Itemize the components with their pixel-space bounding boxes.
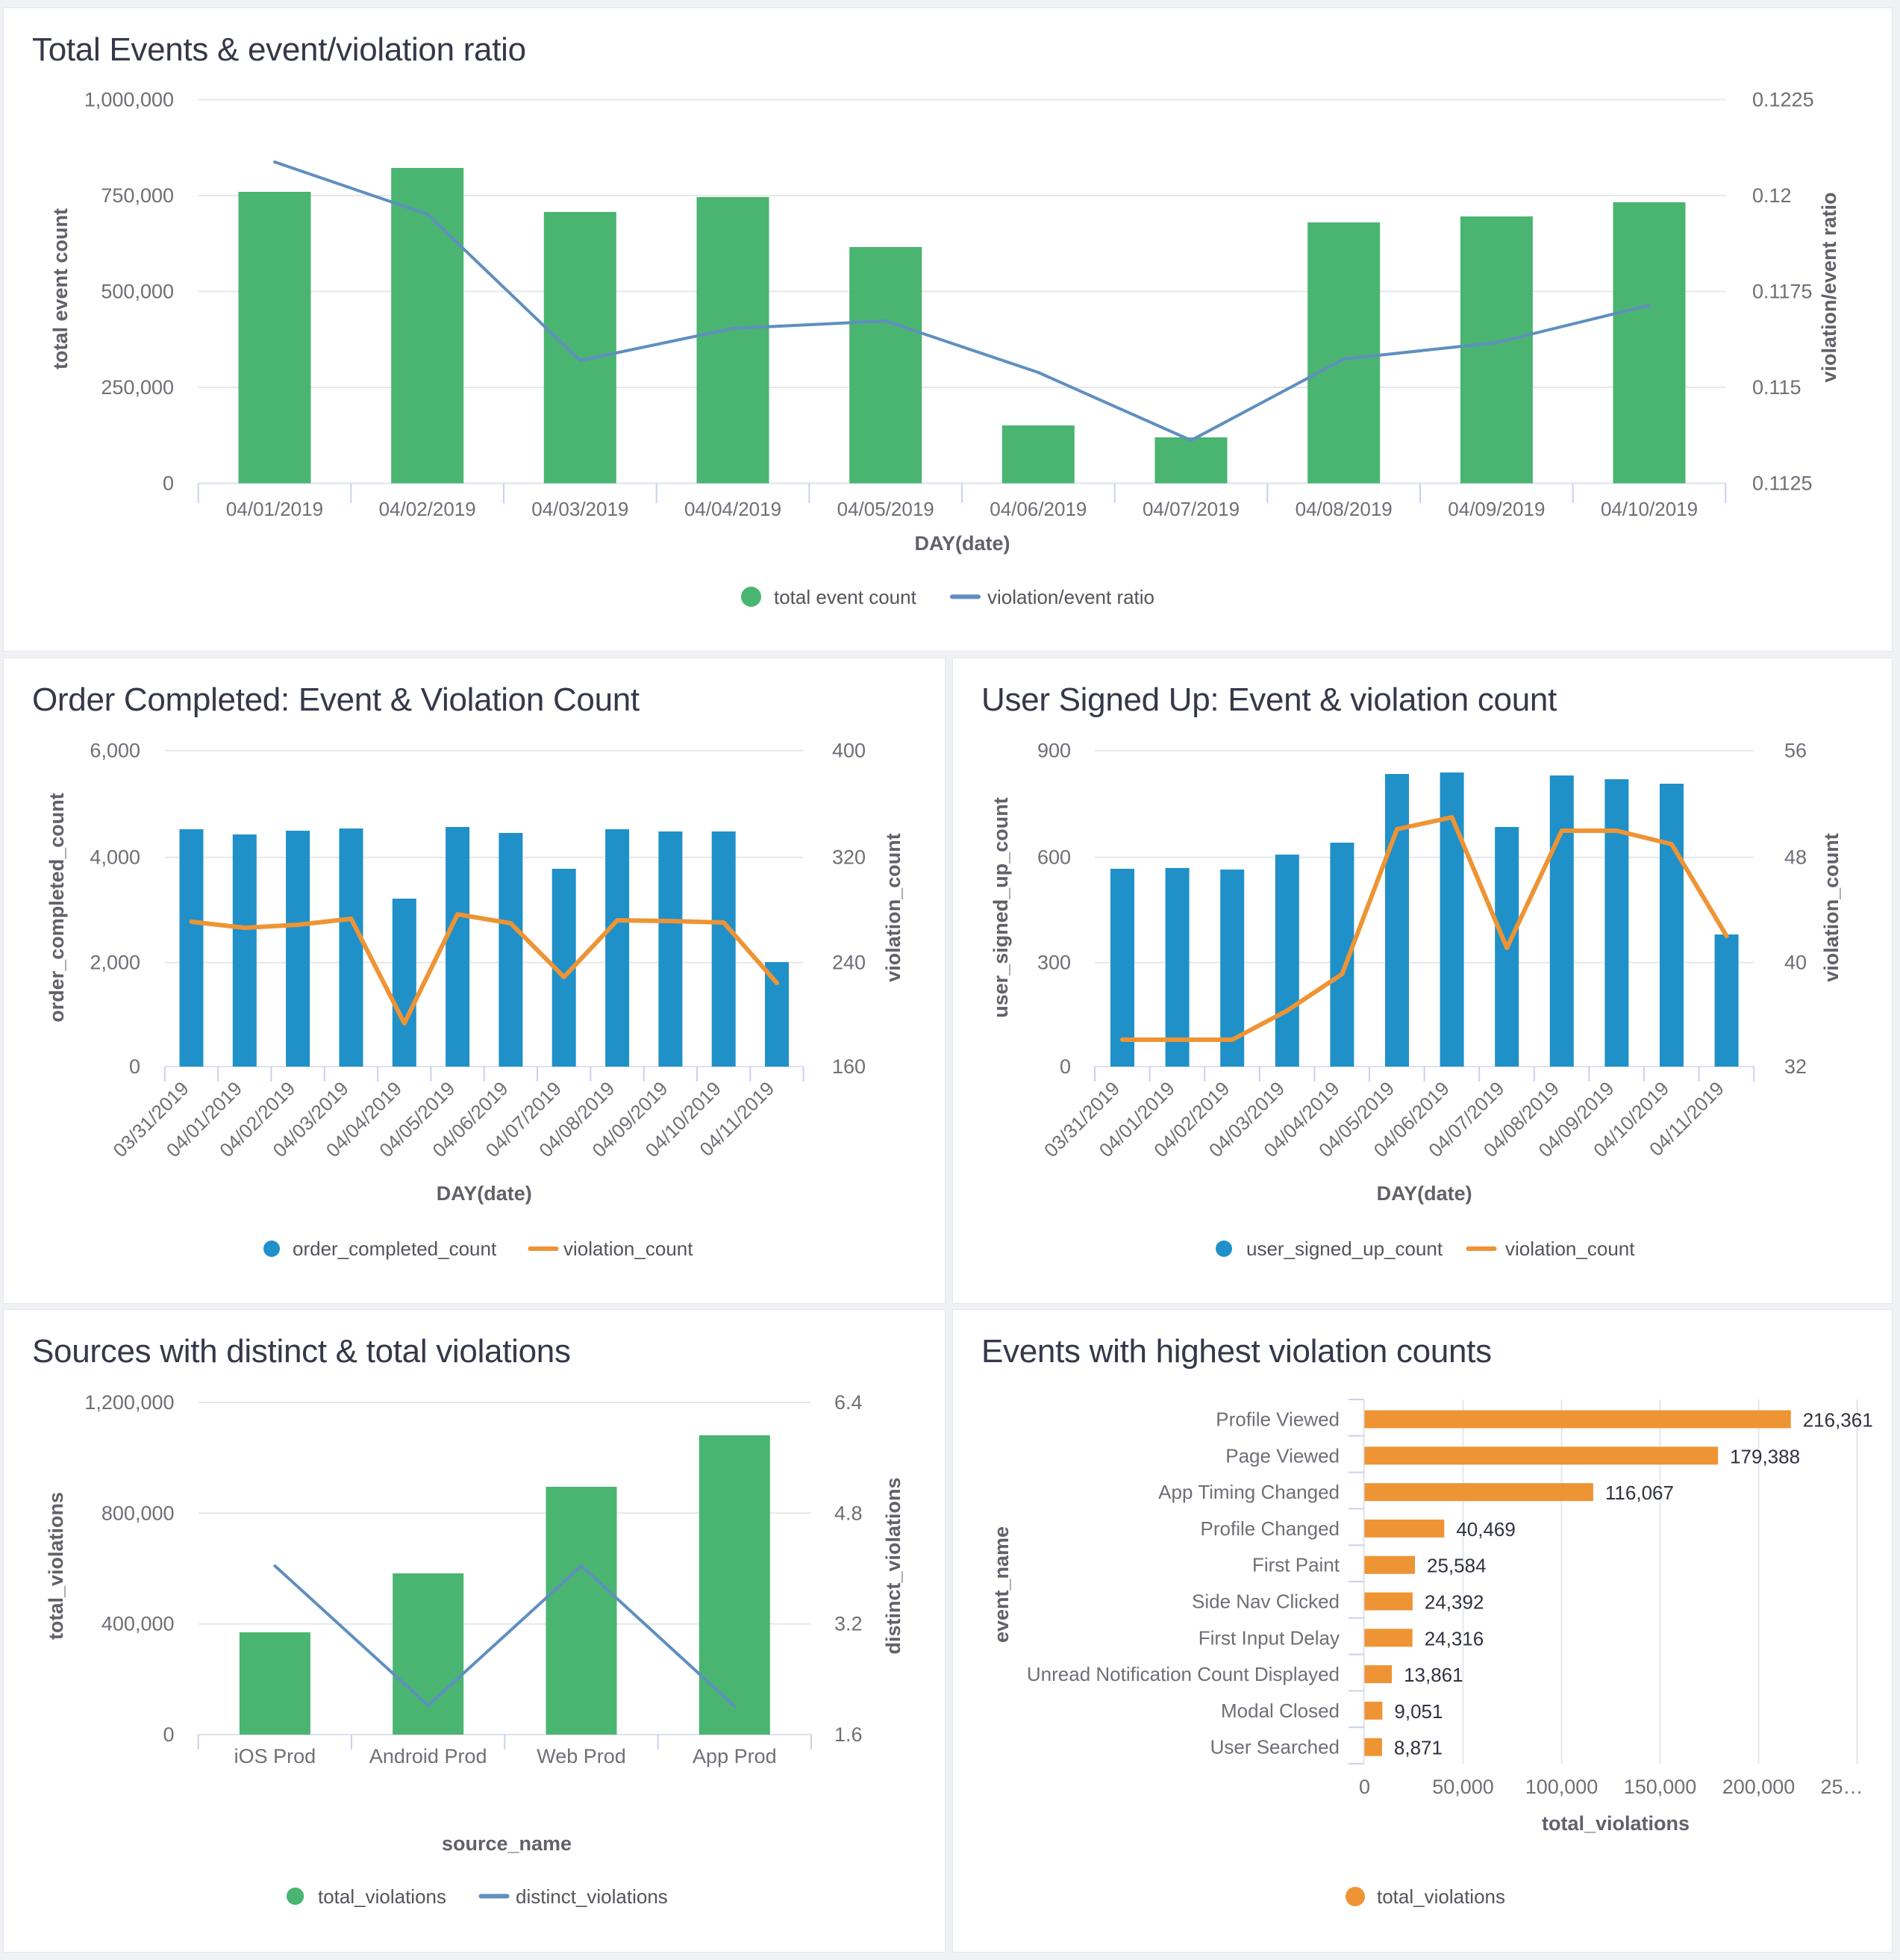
- svg-text:App Timing Changed: App Timing Changed: [1158, 1481, 1340, 1503]
- svg-text:DAY(date): DAY(date): [437, 1182, 532, 1205]
- svg-text:500,000: 500,000: [101, 281, 174, 303]
- svg-text:900: 900: [1037, 740, 1071, 762]
- svg-text:event_name: event_name: [990, 1526, 1013, 1643]
- svg-text:0.12: 0.12: [1752, 184, 1792, 207]
- svg-text:25…: 25…: [1821, 1776, 1863, 1798]
- svg-text:order_completed_count: order_completed_count: [293, 1238, 497, 1260]
- svg-text:user_signed_up_count: user_signed_up_count: [1246, 1238, 1443, 1260]
- svg-text:Profile Changed: Profile Changed: [1201, 1517, 1340, 1540]
- svg-text:1.6: 1.6: [834, 1723, 863, 1746]
- svg-text:200,000: 200,000: [1722, 1776, 1796, 1798]
- svg-text:iOS Prod: iOS Prod: [234, 1745, 316, 1767]
- svg-text:Profile Viewed: Profile Viewed: [1216, 1408, 1340, 1431]
- svg-text:violation/event ratio: violation/event ratio: [1818, 192, 1840, 382]
- svg-text:total_violations: total_violations: [1377, 1885, 1505, 1908]
- svg-text:Modal Closed: Modal Closed: [1221, 1700, 1340, 1722]
- svg-text:04/10/2019: 04/10/2019: [1601, 498, 1698, 520]
- svg-text:24,316: 24,316: [1425, 1627, 1484, 1650]
- svg-text:04/03/2019: 04/03/2019: [531, 498, 628, 520]
- svg-text:9,051: 9,051: [1394, 1700, 1443, 1723]
- svg-text:6.4: 6.4: [834, 1391, 863, 1414]
- svg-text:User Searched: User Searched: [1210, 1736, 1340, 1758]
- svg-text:2,000: 2,000: [90, 952, 140, 974]
- svg-text:4,000: 4,000: [90, 846, 140, 869]
- svg-text:0: 0: [163, 472, 174, 495]
- svg-text:40: 40: [1784, 952, 1807, 974]
- svg-text:Unread Notification Count Disp: Unread Notification Count Displayed: [1027, 1663, 1340, 1685]
- svg-text:distinct_violations: distinct_violations: [882, 1477, 904, 1654]
- svg-text:04/02/2019: 04/02/2019: [379, 498, 476, 520]
- svg-text:0.1125: 0.1125: [1752, 472, 1813, 495]
- svg-text:800,000: 800,000: [101, 1502, 175, 1524]
- svg-text:13,861: 13,861: [1404, 1664, 1463, 1686]
- svg-text:750,000: 750,000: [101, 184, 174, 207]
- svg-text:violation/event ratio: violation/event ratio: [987, 586, 1154, 608]
- svg-text:First Input Delay: First Input Delay: [1199, 1626, 1340, 1649]
- svg-text:400: 400: [832, 740, 866, 762]
- svg-text:04/01/2019: 04/01/2019: [226, 498, 323, 520]
- svg-text:32: 32: [1784, 1055, 1807, 1078]
- svg-text:160: 160: [832, 1055, 866, 1078]
- svg-text:56: 56: [1784, 740, 1807, 762]
- svg-text:0: 0: [1060, 1055, 1071, 1078]
- svg-text:App Prod: App Prod: [693, 1745, 777, 1767]
- svg-text:0: 0: [129, 1055, 140, 1078]
- svg-text:04/08/2019: 04/08/2019: [1296, 498, 1393, 520]
- svg-text:216,361: 216,361: [1803, 1409, 1873, 1432]
- svg-text:50,000: 50,000: [1432, 1776, 1494, 1798]
- svg-text:DAY(date): DAY(date): [914, 532, 1010, 555]
- svg-text:DAY(date): DAY(date): [1377, 1182, 1472, 1205]
- svg-text:user_signed_up_count: user_signed_up_count: [990, 797, 1012, 1018]
- svg-text:0: 0: [1359, 1776, 1370, 1798]
- svg-text:Web Prod: Web Prod: [537, 1745, 626, 1767]
- svg-text:6,000: 6,000: [90, 740, 140, 762]
- svg-text:320: 320: [832, 846, 866, 869]
- svg-text:4.8: 4.8: [834, 1502, 863, 1524]
- svg-text:Android Prod: Android Prod: [369, 1745, 487, 1767]
- svg-text:240: 240: [832, 952, 866, 974]
- svg-text:total_violations: total_violations: [1542, 1812, 1690, 1835]
- svg-text:violation_count: violation_count: [563, 1238, 693, 1260]
- svg-text:violation_count: violation_count: [1505, 1238, 1635, 1260]
- svg-text:source_name: source_name: [442, 1832, 572, 1855]
- svg-text:25,584: 25,584: [1427, 1555, 1487, 1577]
- svg-text:First Paint: First Paint: [1252, 1554, 1340, 1576]
- svg-text:179,388: 179,388: [1730, 1445, 1800, 1467]
- svg-text:total_violations: total_violations: [45, 1492, 67, 1640]
- svg-text:400,000: 400,000: [101, 1613, 175, 1635]
- svg-text:0.1175: 0.1175: [1752, 281, 1813, 303]
- svg-text:0: 0: [163, 1723, 174, 1746]
- svg-text:Page Viewed: Page Viewed: [1225, 1444, 1340, 1467]
- svg-text:distinct_violations: distinct_violations: [516, 1885, 668, 1908]
- svg-text:total event count: total event count: [774, 586, 917, 608]
- svg-text:8,871: 8,871: [1394, 1737, 1443, 1759]
- svg-text:100,000: 100,000: [1525, 1776, 1599, 1798]
- svg-text:total event count: total event count: [49, 208, 72, 369]
- svg-text:1,200,000: 1,200,000: [84, 1391, 174, 1414]
- svg-text:04/05/2019: 04/05/2019: [837, 498, 934, 520]
- svg-text:3.2: 3.2: [834, 1613, 863, 1635]
- svg-text:04/07/2019: 04/07/2019: [1143, 498, 1240, 520]
- svg-text:1,000,000: 1,000,000: [84, 89, 174, 111]
- svg-text:150,000: 150,000: [1624, 1776, 1697, 1798]
- svg-text:0.115: 0.115: [1752, 376, 1801, 399]
- svg-text:violation_count: violation_count: [882, 833, 904, 982]
- svg-text:total_violations: total_violations: [318, 1885, 446, 1908]
- svg-text:04/09/2019: 04/09/2019: [1448, 498, 1545, 520]
- svg-text:250,000: 250,000: [101, 376, 174, 399]
- svg-text:order_completed_count: order_completed_count: [46, 793, 68, 1023]
- svg-text:300: 300: [1037, 952, 1071, 974]
- svg-text:116,067: 116,067: [1605, 1482, 1674, 1504]
- svg-text:0.1225: 0.1225: [1752, 89, 1814, 111]
- svg-text:24,392: 24,392: [1425, 1591, 1484, 1614]
- svg-text:04/06/2019: 04/06/2019: [990, 498, 1087, 520]
- svg-text:Side Nav Clicked: Side Nav Clicked: [1192, 1591, 1340, 1613]
- svg-text:600: 600: [1037, 846, 1071, 869]
- svg-text:04/04/2019: 04/04/2019: [684, 498, 781, 520]
- svg-text:48: 48: [1784, 846, 1807, 869]
- svg-text:violation_count: violation_count: [1820, 833, 1843, 982]
- svg-text:40,469: 40,469: [1456, 1518, 1516, 1541]
